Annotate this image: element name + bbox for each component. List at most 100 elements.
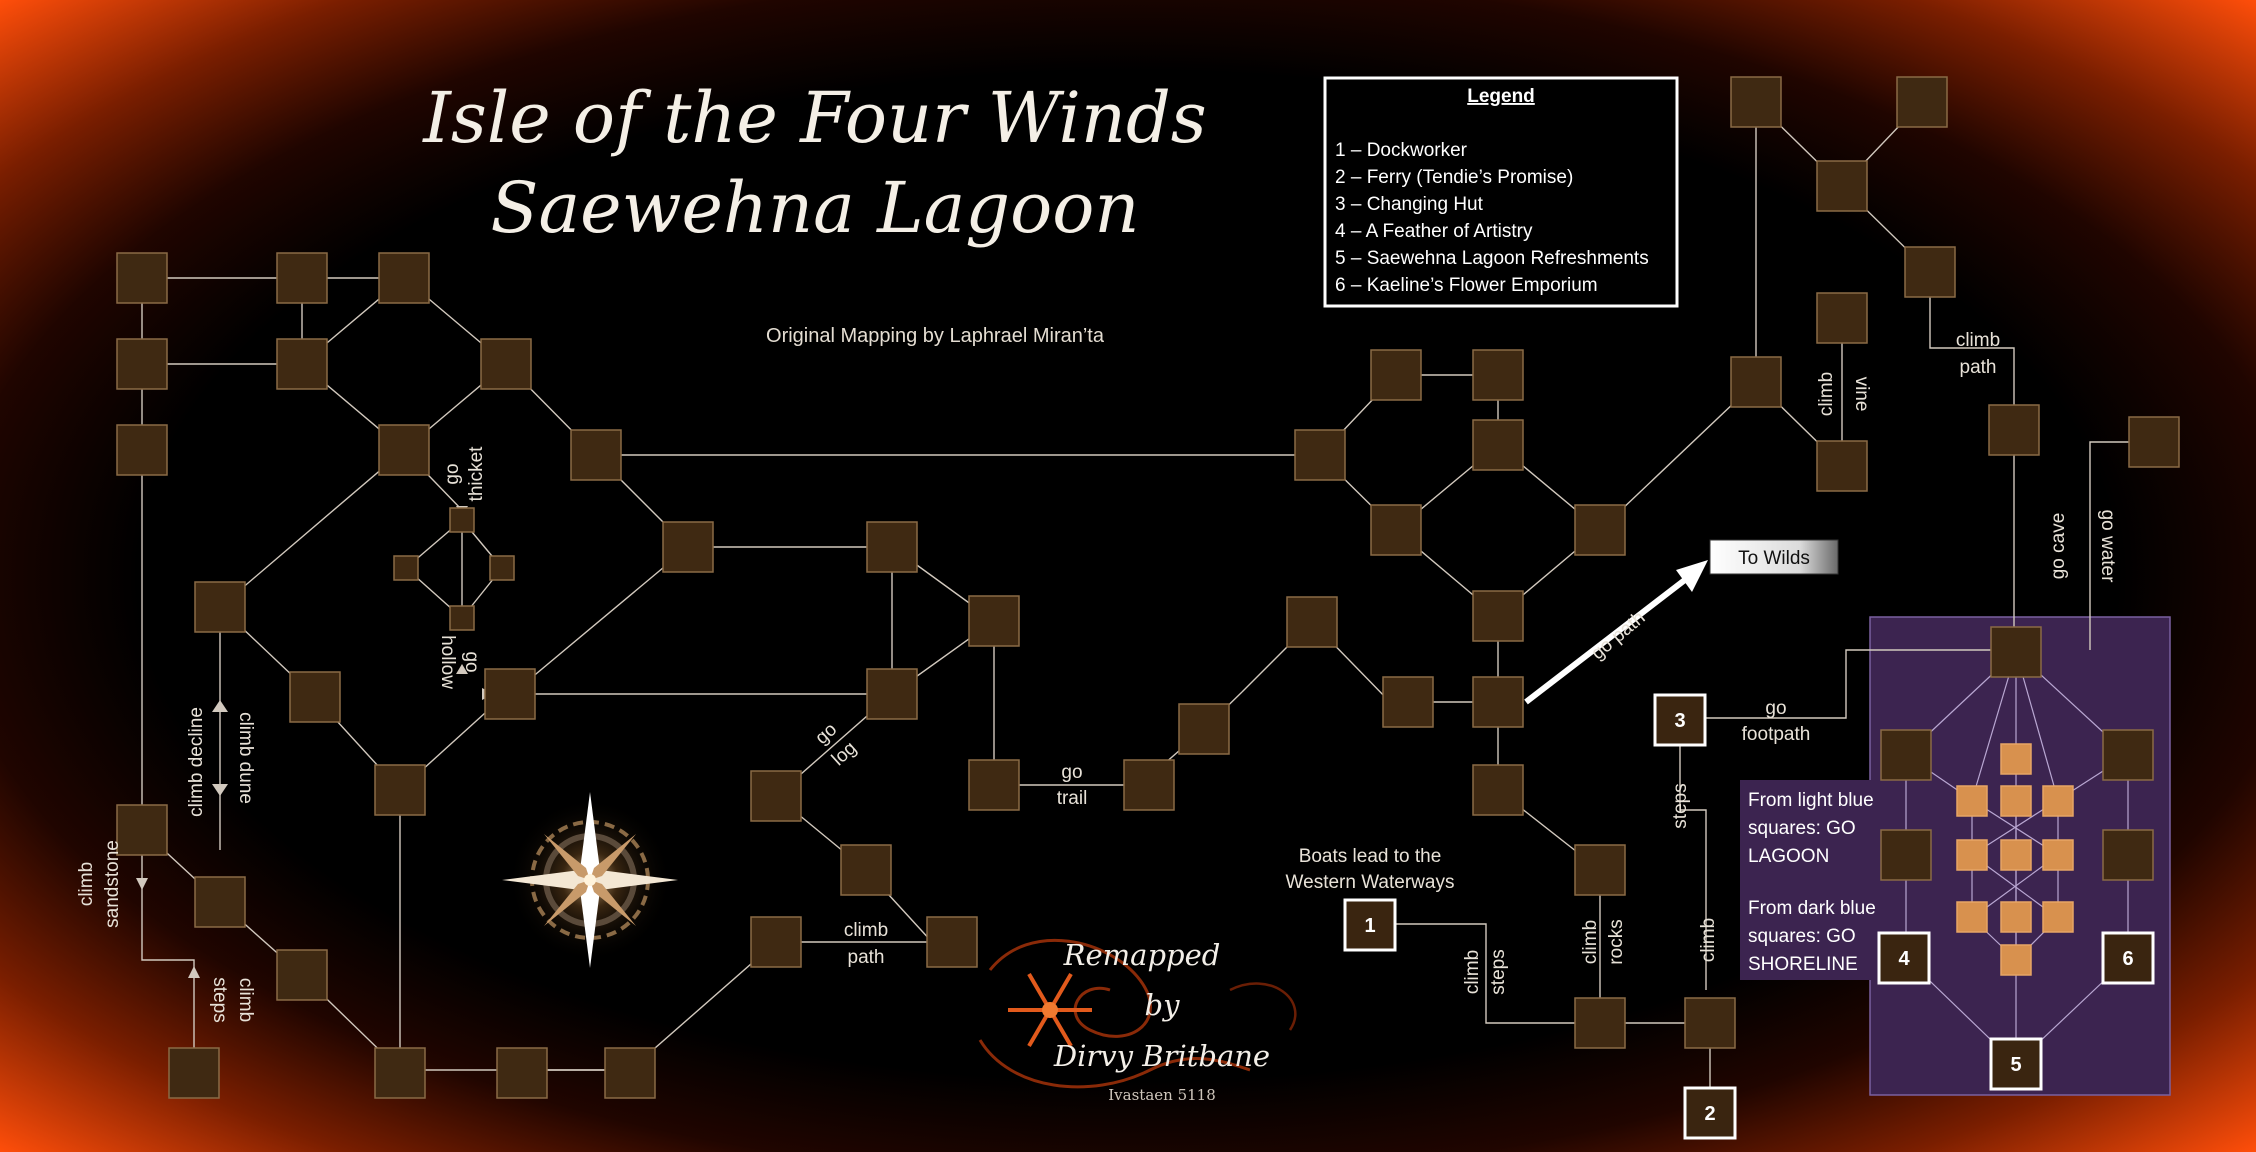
- room-small[interactable]: [393, 555, 419, 581]
- room[interactable]: [570, 429, 622, 481]
- room[interactable]: [1730, 356, 1782, 408]
- room[interactable]: [1896, 76, 1948, 128]
- room[interactable]: [1574, 504, 1626, 556]
- room[interactable]: [374, 764, 426, 816]
- remap-credit-line2: by: [1145, 988, 1181, 1022]
- room[interactable]: [116, 804, 168, 856]
- remap-credit-line3: Dirvy Britbane: [1053, 1039, 1270, 1073]
- room[interactable]: [1816, 160, 1868, 212]
- snowflake-flourish-icon: [978, 938, 1297, 1089]
- room[interactable]: [1294, 429, 1346, 481]
- ferry-room[interactable]: 2: [1683, 1086, 1737, 1140]
- room-number: 1: [1364, 915, 1375, 937]
- room[interactable]: [194, 876, 246, 928]
- zone-note: squares: GO: [1748, 926, 1856, 947]
- lagoon-square[interactable]: [2000, 839, 2032, 871]
- room[interactable]: [484, 668, 536, 720]
- lagoon-square[interactable]: [2000, 944, 2032, 976]
- feather-of-artistry-room[interactable]: 4: [1877, 931, 1931, 985]
- room[interactable]: [1178, 703, 1230, 755]
- label-hollow: hollow: [437, 635, 458, 689]
- room[interactable]: [194, 581, 246, 633]
- room[interactable]: [1730, 76, 1782, 128]
- room[interactable]: [750, 916, 802, 968]
- room[interactable]: [289, 671, 341, 723]
- room[interactable]: [1816, 440, 1868, 492]
- room[interactable]: [1990, 626, 2042, 678]
- room-small[interactable]: [449, 507, 475, 533]
- label-climb-decline: climb decline: [186, 707, 207, 817]
- room[interactable]: [866, 521, 918, 573]
- room[interactable]: [926, 916, 978, 968]
- lagoon-square[interactable]: [2000, 743, 2032, 775]
- lagoon-square[interactable]: [1956, 785, 1988, 817]
- lagoon-square[interactable]: [2042, 785, 2074, 817]
- dockworker-room[interactable]: 1: [1343, 898, 1397, 952]
- lagoon-square[interactable]: [1956, 839, 1988, 871]
- label-steps: steps: [1670, 783, 1691, 828]
- to-wilds-button[interactable]: To Wilds: [1709, 539, 1839, 575]
- room[interactable]: [1472, 349, 1524, 401]
- room[interactable]: [2102, 729, 2154, 781]
- room[interactable]: [496, 1047, 548, 1099]
- numbered-rooms: 1 2 3 4 5 6: [1343, 693, 2155, 1140]
- room[interactable]: [116, 252, 168, 304]
- room[interactable]: [276, 338, 328, 390]
- label-go: go: [442, 463, 463, 484]
- room[interactable]: [2102, 829, 2154, 881]
- room-small[interactable]: [449, 605, 475, 631]
- lagoon-refreshments-room[interactable]: 5: [1989, 1037, 2043, 1091]
- room[interactable]: [1472, 419, 1524, 471]
- room[interactable]: [968, 595, 1020, 647]
- flower-emporium-room[interactable]: 6: [2101, 931, 2155, 985]
- lagoon-square[interactable]: [2042, 839, 2074, 871]
- room[interactable]: [968, 759, 1020, 811]
- room[interactable]: [1472, 590, 1524, 642]
- label-climb-dune: climb dune: [235, 712, 256, 804]
- legend-item: 4 – A Feather of Artistry: [1335, 221, 1533, 242]
- lagoon-square[interactable]: [2000, 785, 2032, 817]
- room[interactable]: [840, 844, 892, 896]
- lagoon-square[interactable]: [2000, 901, 2032, 933]
- room[interactable]: [1286, 596, 1338, 648]
- changing-hut-room[interactable]: 3: [1653, 693, 1707, 747]
- room[interactable]: [1574, 844, 1626, 896]
- room[interactable]: [750, 770, 802, 822]
- room[interactable]: [1370, 349, 1422, 401]
- room[interactable]: [1382, 676, 1434, 728]
- room[interactable]: [116, 338, 168, 390]
- label-vine: vine: [1851, 377, 1872, 412]
- label-climb: climb: [1816, 372, 1837, 416]
- room[interactable]: [1904, 246, 1956, 298]
- label-climb: climb: [1580, 920, 1601, 964]
- room[interactable]: [480, 338, 532, 390]
- room[interactable]: [1370, 504, 1422, 556]
- room[interactable]: [116, 424, 168, 476]
- room[interactable]: [2128, 416, 2180, 468]
- room[interactable]: [1880, 829, 1932, 881]
- zone-note: SHORELINE: [1748, 954, 1858, 975]
- room[interactable]: [378, 252, 430, 304]
- room[interactable]: [1880, 729, 1932, 781]
- room[interactable]: [1988, 404, 2040, 456]
- room[interactable]: [374, 1047, 426, 1099]
- room-small[interactable]: [489, 555, 515, 581]
- room[interactable]: [662, 521, 714, 573]
- lagoon-square[interactable]: [1956, 901, 1988, 933]
- room[interactable]: [866, 668, 918, 720]
- room[interactable]: [1472, 764, 1524, 816]
- room-number: 4: [1898, 948, 1910, 970]
- lagoon-square[interactable]: [2042, 901, 2074, 933]
- room[interactable]: [276, 252, 328, 304]
- label-steps: steps: [1488, 949, 1509, 994]
- room[interactable]: [1574, 997, 1626, 1049]
- room[interactable]: [1123, 759, 1175, 811]
- room[interactable]: [276, 949, 328, 1001]
- room[interactable]: [1472, 676, 1524, 728]
- room[interactable]: [604, 1047, 656, 1099]
- room[interactable]: [1684, 997, 1736, 1049]
- room-number: 5: [2010, 1054, 2021, 1076]
- room[interactable]: [1816, 292, 1868, 344]
- room[interactable]: [168, 1047, 220, 1099]
- room[interactable]: [378, 424, 430, 476]
